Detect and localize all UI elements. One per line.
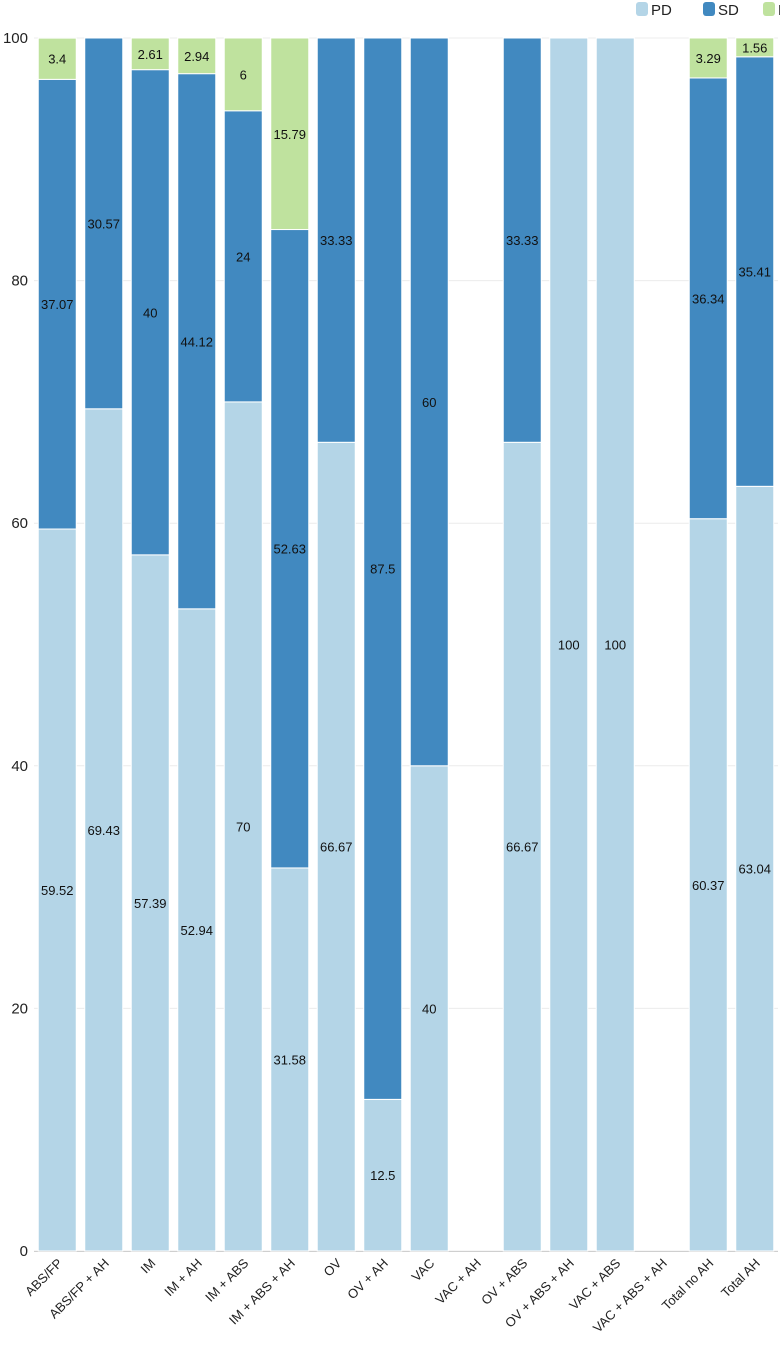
y-tick-label-100: 100: [3, 30, 28, 47]
data-label-total-ah-pr: 1.56: [742, 40, 767, 55]
bar-im-abs-ah-pr[interactable]: [270, 37, 310, 231]
data-label-vac-pd: 40: [422, 1001, 436, 1016]
x-tick-label-abs-fp: ABS/FP: [22, 1256, 65, 1299]
data-label-abs-fp-ah-pd: 69.43: [87, 823, 120, 838]
data-label-im-pd: 57.39: [134, 896, 167, 911]
data-label-ov-abs-sd: 33.33: [506, 233, 539, 248]
data-label-vac-abs-pd: 100: [604, 638, 626, 653]
legend-label-pr: PR: [778, 2, 780, 19]
y-tick-label-20: 20: [11, 1000, 28, 1017]
data-label-total-no-ah-pd: 60.37: [692, 878, 725, 893]
bar-total-no-ah-pd[interactable]: [688, 518, 728, 1252]
x-tick-label-total-ah: Total AH: [718, 1256, 763, 1301]
data-label-ov-pd: 66.67: [320, 840, 353, 855]
data-label-total-ah-pd: 63.04: [738, 862, 771, 877]
bar-im-pr[interactable]: [130, 37, 170, 71]
bar-im-abs-sd[interactable]: [223, 110, 263, 403]
bar-total-no-ah-pr[interactable]: [688, 37, 728, 79]
bar-im-pd[interactable]: [130, 554, 170, 1252]
bar-vac-abs-pd[interactable]: [595, 37, 635, 1252]
data-label-im-abs-pr: 6: [240, 67, 247, 82]
data-label-total-no-ah-pr: 3.29: [696, 51, 721, 66]
bar-im-abs-ah-sd[interactable]: [270, 229, 310, 869]
data-label-ov-ah-sd: 87.5: [370, 562, 395, 577]
data-label-im-ah-pd: 52.94: [180, 923, 213, 938]
data-label-im-abs-ah-pr: 15.79: [273, 127, 306, 142]
bar-abs-fp-pr[interactable]: [37, 37, 77, 80]
legend-label-pd: PD: [651, 2, 672, 19]
bar-vac-pd[interactable]: [409, 765, 449, 1252]
y-tick-label-60: 60: [11, 515, 28, 532]
bar-ov-abs-sd[interactable]: [502, 37, 542, 443]
legend-swatch-sd[interactable]: [703, 2, 715, 16]
bar-ov-pd[interactable]: [316, 441, 356, 1252]
data-label-im-sd: 40: [143, 305, 157, 320]
bar-total-ah-sd[interactable]: [735, 56, 775, 487]
data-label-im-abs-ah-sd: 52.63: [273, 542, 306, 557]
data-label-im-abs-sd: 24: [236, 249, 250, 264]
y-tick-label-40: 40: [11, 758, 28, 775]
data-label-abs-fp-pr: 3.4: [48, 52, 66, 67]
data-label-ov-sd: 33.33: [320, 233, 353, 248]
data-label-abs-fp-sd: 37.07: [41, 297, 74, 312]
bar-im-sd[interactable]: [130, 69, 170, 556]
data-label-ov-abs-pd: 66.67: [506, 840, 539, 855]
bar-ov-abs-ah-pd[interactable]: [549, 37, 589, 1252]
data-label-vac-sd: 60: [422, 395, 436, 410]
bar-im-ah-sd[interactable]: [177, 73, 217, 610]
x-tick-label-ov-ah: OV + AH: [344, 1256, 391, 1303]
y-tick-label-80: 80: [11, 273, 28, 290]
bars: [37, 37, 775, 1252]
data-label-im-ah-sd: 44.12: [180, 334, 213, 349]
legend-swatch-pr[interactable]: [763, 2, 775, 16]
data-label-ov-abs-ah-pd: 100: [558, 638, 580, 653]
data-label-ov-ah-pd: 12.5: [370, 1168, 395, 1183]
bar-abs-fp-ah-sd[interactable]: [84, 37, 124, 410]
data-label-total-no-ah-sd: 36.34: [692, 291, 725, 306]
bar-im-abs-pr[interactable]: [223, 37, 263, 112]
bar-im-abs-pd[interactable]: [223, 401, 263, 1252]
x-tick-label-ov: OV: [320, 1255, 344, 1279]
bar-im-ah-pd[interactable]: [177, 608, 217, 1252]
bar-total-ah-pr[interactable]: [735, 37, 775, 58]
data-label-im-abs-ah-pd: 31.58: [273, 1052, 306, 1067]
y-tick-label-0: 0: [20, 1243, 28, 1260]
bar-im-abs-ah-pd[interactable]: [270, 867, 310, 1252]
x-tick-label-im: IM: [138, 1256, 159, 1277]
legend-swatch-pd[interactable]: [636, 2, 648, 16]
bar-ov-ah-sd[interactable]: [363, 37, 403, 1100]
bar-ov-ah-pd[interactable]: [363, 1098, 403, 1252]
x-tick-label-im-ah: IM + AH: [161, 1256, 205, 1300]
data-label-abs-fp-ah-sd: 30.57: [87, 216, 120, 231]
legend-label-sd: SD: [718, 2, 739, 19]
bar-ov-sd[interactable]: [316, 37, 356, 443]
x-tick-label-vac-ah: VAC + AH: [432, 1256, 484, 1308]
data-label-im-ah-pr: 2.94: [184, 49, 209, 64]
data-label-abs-fp-pd: 59.52: [41, 883, 74, 898]
data-label-im-abs-pd: 70: [236, 819, 250, 834]
bar-vac-sd[interactable]: [409, 37, 449, 767]
legend: PD SD PR: [636, 2, 780, 19]
data-label-total-ah-sd: 35.41: [738, 265, 771, 280]
bar-abs-fp-pd[interactable]: [37, 528, 77, 1252]
bar-abs-fp-ah-pd[interactable]: [84, 408, 124, 1252]
data-labels: 59.52 37.07 3.4 69.43 30.57 57.39 40 2.61 52.94 4…: [41, 40, 771, 1183]
x-tick-label-vac: VAC: [409, 1256, 438, 1285]
bar-abs-fp-sd[interactable]: [37, 78, 77, 530]
bar-im-ah-pr[interactable]: [177, 37, 217, 75]
data-label-im-pr: 2.61: [138, 47, 163, 62]
